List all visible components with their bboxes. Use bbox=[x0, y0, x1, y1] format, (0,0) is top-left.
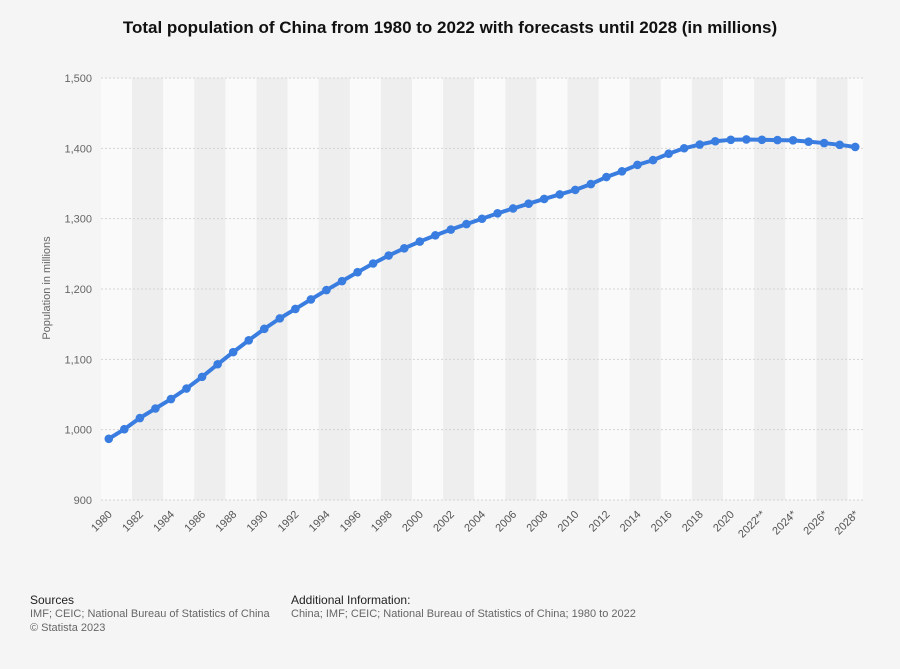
data-point[interactable] bbox=[291, 304, 300, 314]
x-tick-label: 2002 bbox=[431, 509, 457, 535]
y-tick-label: 1,200 bbox=[64, 284, 92, 296]
x-tick-label: 2010 bbox=[556, 509, 582, 535]
data-point[interactable] bbox=[182, 384, 191, 393]
data-point[interactable] bbox=[742, 135, 751, 144]
x-axis-ticks: 1980 1982 1984 1986 1988 1990 1992 1994 1996 1998… bbox=[89, 508, 862, 540]
x-tick-label: 2008 bbox=[525, 509, 551, 535]
x-tick-label: 2028* bbox=[833, 508, 862, 537]
data-point[interactable] bbox=[679, 143, 689, 153]
data-point[interactable] bbox=[493, 209, 502, 218]
x-tick-label: 1980 bbox=[89, 509, 115, 535]
y-tick-label: 1,100 bbox=[64, 354, 92, 366]
data-point[interactable] bbox=[306, 295, 316, 304]
data-point[interactable] bbox=[446, 225, 456, 234]
data-point[interactable] bbox=[166, 394, 176, 404]
data-point[interactable] bbox=[477, 214, 487, 224]
sources-heading: Sources bbox=[30, 593, 75, 607]
data-point[interactable] bbox=[633, 160, 642, 170]
data-point[interactable] bbox=[508, 204, 518, 213]
data-point[interactable] bbox=[399, 244, 409, 253]
data-point[interactable] bbox=[384, 251, 393, 260]
x-tick-label: 1988 bbox=[214, 509, 240, 535]
y-tick-label: 1,300 bbox=[64, 214, 92, 226]
series-points bbox=[104, 135, 860, 444]
additional-info-heading: Additional Information: bbox=[291, 593, 411, 607]
x-tick-label: 1990 bbox=[245, 509, 271, 535]
data-point[interactable] bbox=[555, 190, 565, 199]
background-band bbox=[847, 78, 863, 500]
data-point[interactable] bbox=[819, 138, 829, 148]
x-tick-label: 2014 bbox=[618, 509, 644, 535]
data-point[interactable] bbox=[368, 259, 378, 268]
data-point[interactable] bbox=[104, 434, 114, 444]
y-axis-label: Population in millions bbox=[41, 236, 53, 340]
x-tick-label: 1998 bbox=[369, 509, 395, 535]
data-point[interactable] bbox=[773, 135, 782, 145]
data-point[interactable] bbox=[431, 231, 440, 240]
additional-info-text: China; IMF; CEIC; National Bureau of Sta… bbox=[291, 608, 636, 620]
data-point[interactable] bbox=[337, 276, 347, 286]
data-point[interactable] bbox=[664, 149, 673, 159]
y-tick-label: 1,400 bbox=[64, 143, 92, 155]
x-tick-label: 2024* bbox=[770, 508, 799, 537]
data-point[interactable] bbox=[586, 179, 596, 189]
x-tick-label: 2006 bbox=[493, 509, 519, 535]
data-point[interactable] bbox=[757, 135, 767, 145]
x-tick-label: 2022** bbox=[736, 508, 768, 540]
x-tick-label: 1996 bbox=[338, 509, 364, 535]
data-point[interactable] bbox=[353, 267, 362, 277]
y-tick-label: 1,500 bbox=[64, 73, 92, 85]
data-point[interactable] bbox=[539, 194, 549, 204]
data-point[interactable] bbox=[275, 314, 285, 323]
data-point[interactable] bbox=[213, 359, 222, 369]
data-point[interactable] bbox=[726, 135, 736, 145]
x-tick-label: 1984 bbox=[151, 509, 177, 535]
sources-text: IMF; CEIC; National Bureau of Statistics… bbox=[30, 608, 270, 620]
x-tick-label: 1982 bbox=[120, 509, 146, 535]
x-tick-label: 2026* bbox=[801, 508, 830, 537]
data-point[interactable] bbox=[135, 413, 145, 423]
data-point[interactable] bbox=[710, 136, 720, 146]
data-point[interactable] bbox=[602, 172, 611, 182]
data-point[interactable] bbox=[120, 424, 129, 434]
data-point[interactable] bbox=[850, 142, 860, 152]
data-point[interactable] bbox=[197, 372, 207, 382]
data-point[interactable] bbox=[415, 237, 425, 246]
x-tick-label: 1992 bbox=[276, 509, 302, 535]
additional-info-block: Additional Information: China; IMF; CEIC… bbox=[291, 593, 636, 621]
data-point[interactable] bbox=[524, 199, 533, 208]
y-tick-label: 1,000 bbox=[64, 425, 92, 437]
data-point[interactable] bbox=[804, 137, 813, 146]
y-axis-ticks: 900 1,000 1,100 1,200 1,300 1,400 1,500 bbox=[64, 73, 92, 507]
x-tick-label: 2016 bbox=[649, 509, 675, 535]
x-tick-label: 2020 bbox=[711, 509, 737, 535]
sources-block: Sources IMF; CEIC; National Bureau of St… bbox=[30, 593, 270, 635]
data-point[interactable] bbox=[228, 347, 238, 357]
data-point[interactable] bbox=[244, 336, 254, 345]
data-point[interactable] bbox=[617, 167, 627, 176]
data-point[interactable] bbox=[322, 285, 331, 295]
x-tick-label: 1986 bbox=[182, 509, 208, 535]
data-point[interactable] bbox=[462, 219, 471, 229]
data-point[interactable] bbox=[648, 155, 658, 165]
x-tick-label: 2004 bbox=[462, 509, 488, 535]
y-tick-label: 900 bbox=[74, 495, 92, 507]
data-point[interactable] bbox=[571, 185, 580, 195]
data-point[interactable] bbox=[788, 136, 798, 145]
x-tick-label: 2012 bbox=[587, 509, 613, 535]
x-tick-label: 1994 bbox=[307, 509, 333, 535]
x-tick-label: 2000 bbox=[400, 509, 426, 535]
data-point[interactable] bbox=[695, 140, 705, 149]
chart-title: Total population of China from 1980 to 2… bbox=[122, 18, 778, 37]
data-point[interactable] bbox=[835, 140, 844, 150]
line-chart: 900 1,000 1,100 1,200 1,300 1,400 1,500 Popula… bbox=[41, 73, 863, 540]
x-tick-label: 2018 bbox=[680, 509, 706, 535]
copyright-link[interactable]: © Statista 2023 bbox=[30, 622, 106, 634]
data-point[interactable] bbox=[151, 404, 160, 413]
data-point[interactable] bbox=[259, 324, 269, 334]
